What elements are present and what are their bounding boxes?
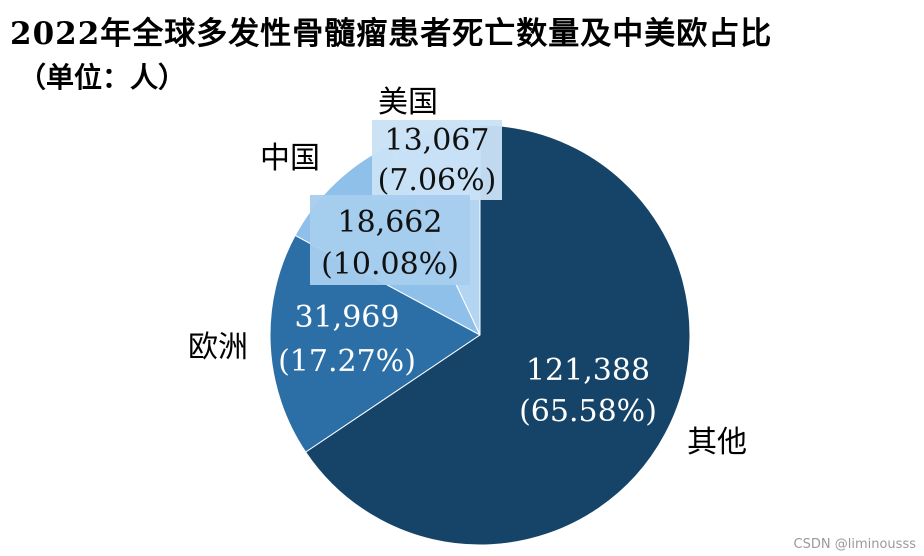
label-box-0 xyxy=(372,120,502,200)
data-label-percent-2: (17.27%) xyxy=(278,344,416,379)
data-label-percent-3: (65.58%) xyxy=(519,394,657,429)
data-label-percent-0: (7.06%) xyxy=(378,163,497,198)
chart-title: 2022年全球多发性骨髓瘤患者死亡数量及中美欧占比 xyxy=(10,16,773,52)
label-box-1 xyxy=(310,195,470,285)
category-label-3: 其他 xyxy=(687,425,747,460)
data-label-value-1: 18,662 xyxy=(338,205,443,240)
pie-slice-2 xyxy=(269,234,481,453)
pie-slice-3 xyxy=(304,124,691,546)
data-label-value-0: 13,067 xyxy=(385,123,490,158)
data-label-percent-1: (10.08%) xyxy=(321,247,459,282)
category-label-2: 欧洲 xyxy=(188,330,248,365)
chart-subtitle: （单位：人） xyxy=(18,61,187,94)
watermark-text: CSDN @liminousss xyxy=(793,537,916,552)
data-label-value-2: 31,969 xyxy=(295,300,400,335)
category-label-0: 美国 xyxy=(378,85,438,120)
data-label-value-3: 121,388 xyxy=(526,353,650,388)
category-label-1: 中国 xyxy=(260,141,320,176)
